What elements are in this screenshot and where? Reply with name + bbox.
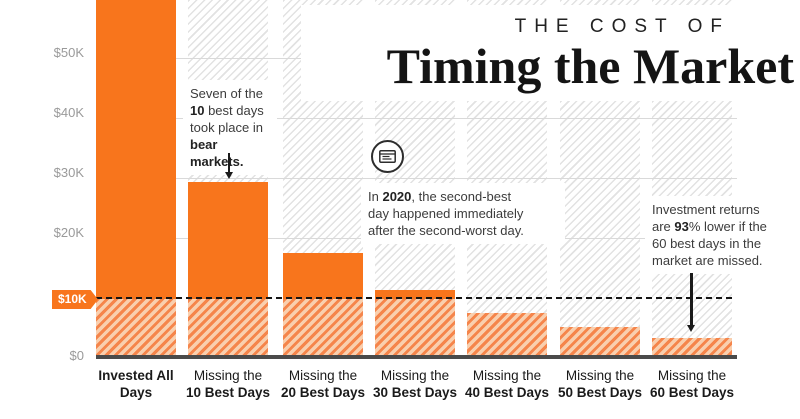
bar-hatched-segment xyxy=(560,326,640,358)
annotation-text: are xyxy=(652,219,675,234)
y-axis-tick-label: $20K xyxy=(53,225,84,240)
x-axis-label-line: Missing the xyxy=(288,368,358,383)
annotation-text: after the second-worst day. xyxy=(368,223,524,238)
x-axis-label-line: 40 Best Days xyxy=(464,385,550,400)
x-axis-label: Missing the 20 Best Days xyxy=(271,367,375,401)
bar-hatched-segment xyxy=(652,338,732,358)
y-axis-tick-label: $30K xyxy=(53,165,84,180)
annotation-text-bold: 10 xyxy=(190,103,205,118)
x-axis-label-line: 10 Best Days xyxy=(185,385,271,400)
x-axis-label: Missing the 40 Best Days xyxy=(455,367,559,401)
calendar-icon xyxy=(371,140,404,173)
title-kicker: THE COST OF xyxy=(514,16,730,37)
x-axis-label-line: Missing the xyxy=(657,368,727,383)
calendar-glyph xyxy=(379,150,396,163)
x-axis-label: Missing the 10 Best Days xyxy=(176,367,280,401)
x-axis-label: Missing the 50 Best Days xyxy=(548,367,652,401)
gridline xyxy=(96,118,737,119)
bar-hatched-segment xyxy=(467,313,547,358)
bar-hatched-segment xyxy=(283,299,363,358)
annotation-second-best-day: In 2020, the second-best day happened im… xyxy=(361,183,565,244)
y-axis-tick-label: $40K xyxy=(53,105,84,120)
x-axis-label-line: Missing the xyxy=(565,368,635,383)
x-axis-baseline xyxy=(96,355,737,359)
annotation-text: best days xyxy=(204,103,264,118)
annotation-text: , the second-best xyxy=(411,189,512,204)
bar-solid-segment xyxy=(96,0,176,299)
x-axis-label-line: 30 Best Days xyxy=(372,385,458,400)
x-axis-label-line: 20 Best Days xyxy=(280,385,366,400)
annotation-text: In xyxy=(368,189,383,204)
annotation-returns-lower: Investment returns are 93% lower if the … xyxy=(645,196,791,274)
title-block: THE COST OF Timing the Market xyxy=(301,5,800,101)
bar-solid-segment xyxy=(188,182,268,299)
x-axis-label: Missing the 30 Best Days xyxy=(363,367,467,401)
annotation-arrow-down xyxy=(690,273,693,326)
x-axis-label: Invested All Days xyxy=(84,367,188,401)
annotation-text-bold: bear markets. xyxy=(190,137,244,169)
y-axis-tick-label: $0 xyxy=(69,348,84,363)
annotation-arrow-down xyxy=(228,153,230,173)
page-title: Timing the Market xyxy=(386,38,794,94)
x-axis-label-line: 50 Best Days xyxy=(557,385,643,400)
bar-solid-segment xyxy=(375,290,455,299)
annotation-text-bold: 93 xyxy=(674,219,689,234)
annotation-bear-markets: Seven of the 10 best days took place in … xyxy=(183,80,277,175)
y-axis-tick-label: $50K xyxy=(53,45,84,60)
x-axis-label-line: Missing the xyxy=(193,368,263,383)
annotation-text: day happened immediately xyxy=(368,206,524,221)
annotation-text: took place in xyxy=(190,120,263,135)
bar-solid-segment xyxy=(283,253,363,299)
bar-hatched-segment xyxy=(96,299,176,358)
annotation-arrowhead-icon xyxy=(687,325,695,332)
x-axis-label: Missing the 60 Best Days xyxy=(640,367,744,401)
x-axis-label-line: Invested All Days xyxy=(98,368,174,400)
annotation-text: Investment returns xyxy=(652,202,760,217)
x-axis-label-line: 60 Best Days xyxy=(649,385,735,400)
annotation-text: 60 best days in the xyxy=(652,236,762,251)
bar-hatched-segment xyxy=(188,299,268,358)
annotation-text: % lower if the xyxy=(688,219,767,234)
x-axis-label-line: Missing the xyxy=(472,368,542,383)
bar-hatched-segment xyxy=(375,299,455,358)
annotation-text: Seven of the xyxy=(190,86,263,101)
x-axis-label-line: Missing the xyxy=(380,368,450,383)
gridline xyxy=(96,178,737,179)
annotation-text: market are missed. xyxy=(652,253,763,268)
reference-line-10k xyxy=(96,297,732,299)
y-axis-10k-badge: $10K xyxy=(52,290,98,309)
annotation-text-bold: 2020 xyxy=(382,189,412,204)
annotation-arrowhead-icon xyxy=(225,172,233,179)
